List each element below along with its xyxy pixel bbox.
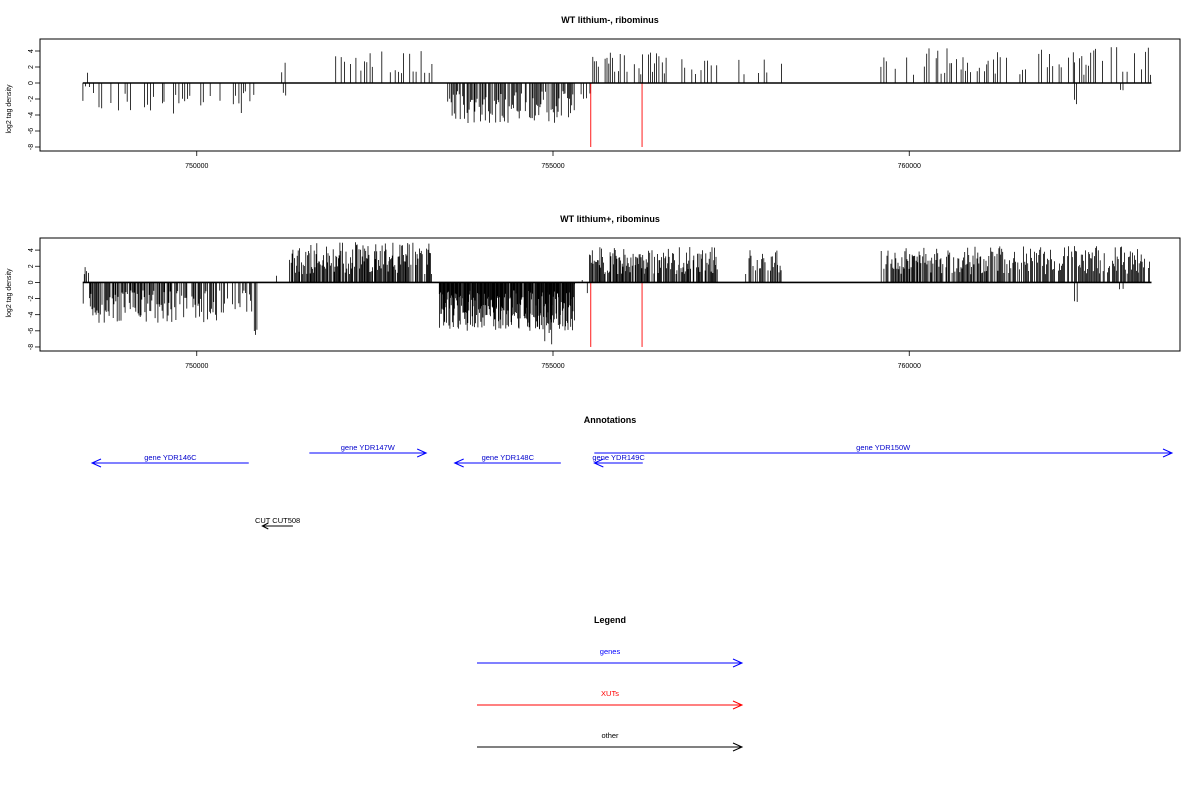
- other-features: CUT CUT508: [255, 516, 300, 530]
- track-panel-lithium-plus: WT lithium+, ribominus log2 tag density …: [6, 214, 1181, 370]
- axes: 4 2 0 -2 -4 -6 -8 750000 755000 760000: [28, 49, 1152, 170]
- legend-title: Legend: [594, 615, 626, 625]
- gene-arrow: gene YDR148C: [453, 453, 561, 468]
- x-tick-label: 750000: [185, 363, 208, 370]
- gene-features: gene YDR146C gene YDR147W gene YDR148C gene…: [90, 443, 1174, 468]
- signal-bars: [82, 47, 1151, 123]
- gene-label: gene YDR148C: [482, 453, 535, 462]
- gene-label: gene YDR146C: [144, 453, 197, 462]
- y-tick-label: -4: [28, 112, 35, 118]
- y-tick-label: 4: [28, 248, 35, 252]
- gene-label: gene YDR150W: [856, 443, 911, 452]
- y-tick-label: -2: [28, 295, 35, 301]
- legend-item-genes: genes: [477, 647, 744, 668]
- gene-arrow: gene YDR147W: [309, 443, 428, 458]
- plot-frame: [39, 38, 1181, 152]
- y-axis-label: log2 tag density: [6, 84, 13, 134]
- x-tick-label: 755000: [541, 163, 564, 170]
- x-tick-label: 750000: [185, 163, 208, 170]
- x-tick-label: 760000: [898, 163, 921, 170]
- gene-arrow: gene YDR150W: [594, 443, 1174, 458]
- legend-item-other: other: [477, 731, 744, 752]
- gene-label: gene YDR147W: [341, 443, 396, 452]
- y-tick-label: 2: [28, 264, 35, 268]
- y-tick-label: -6: [28, 128, 35, 134]
- gene-arrow: gene YDR146C: [90, 453, 249, 468]
- gene-label: gene YDR149C: [592, 453, 645, 462]
- annotations-title: Annotations: [584, 415, 637, 425]
- xut-markers: [590, 83, 643, 147]
- legend-items: genes XUTs other: [477, 647, 744, 752]
- y-tick-label: -6: [28, 328, 35, 334]
- gene-arrow: gene YDR149C: [592, 453, 645, 468]
- y-tick-label: -8: [28, 144, 35, 150]
- other-feature-label: CUT CUT508: [255, 516, 300, 525]
- legend: Legend genes XUTs other: [477, 615, 744, 752]
- y-tick-label: 0: [28, 81, 35, 85]
- other-feature: CUT CUT508: [255, 516, 300, 530]
- track-title: WT lithium-, ribominus: [561, 15, 659, 25]
- legend-label: genes: [600, 647, 621, 656]
- x-tick-label: 755000: [541, 363, 564, 370]
- legend-item-xuts: XUTs: [477, 689, 744, 710]
- axes: 4 2 0 -2 -4 -6 -8 750000 755000 760000: [28, 248, 1152, 370]
- track-title: WT lithium+, ribominus: [560, 214, 660, 224]
- track-panel-lithium-minus: WT lithium-, ribominus log2 tag density …: [6, 15, 1181, 170]
- legend-label: XUTs: [601, 689, 619, 698]
- y-axis-label: log2 tag density: [6, 268, 13, 318]
- y-tick-label: -2: [28, 96, 35, 102]
- y-tick-label: -8: [28, 344, 35, 350]
- y-tick-label: 2: [28, 65, 35, 69]
- xut-markers: [590, 282, 643, 347]
- signal-bars: [82, 242, 1150, 345]
- x-tick-label: 760000: [898, 363, 921, 370]
- y-tick-label: 0: [28, 280, 35, 284]
- y-tick-label: 4: [28, 49, 35, 53]
- legend-label: other: [601, 731, 619, 740]
- y-tick-label: -4: [28, 311, 35, 317]
- plot-frame: [39, 237, 1181, 352]
